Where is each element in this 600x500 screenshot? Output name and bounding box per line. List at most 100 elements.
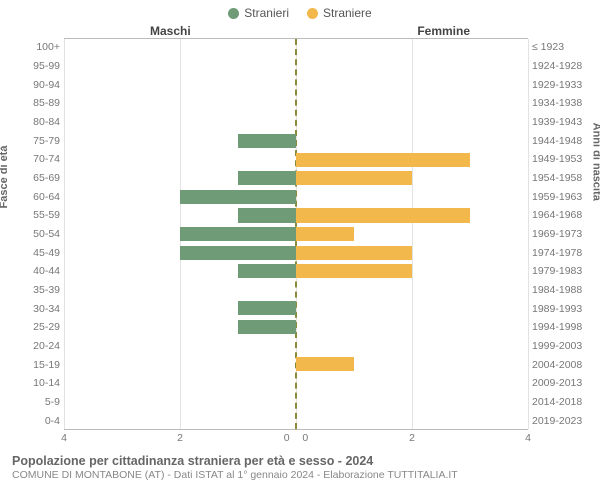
x-tick: 4	[525, 432, 531, 444]
bar-row	[64, 169, 528, 188]
y-tick-age: 90-94	[8, 75, 64, 94]
bar-male	[180, 227, 296, 241]
bar-row	[64, 392, 528, 411]
y-tick-age: 0-4	[8, 411, 64, 430]
y-tick-year: 2014-2018	[528, 393, 592, 412]
y-tick-year: 1969-1973	[528, 225, 592, 244]
y-tick-year: 1989-1993	[528, 299, 592, 318]
y-tick-age: 50-54	[8, 225, 64, 244]
bar-row	[64, 76, 528, 95]
bar-row	[64, 132, 528, 151]
plot	[64, 38, 528, 430]
y-tick-age: 65-69	[8, 169, 64, 188]
bar-female	[296, 264, 412, 278]
bar-row	[64, 225, 528, 244]
y-tick-year: ≤ 1923	[528, 38, 592, 57]
title-left: Maschi	[150, 24, 191, 38]
bar-row	[64, 113, 528, 132]
y-tick-age: 95-99	[8, 57, 64, 76]
y-tick-age: 20-24	[8, 337, 64, 356]
bar-male	[238, 208, 296, 222]
x-ticks: 4 2 00 2 4	[64, 432, 528, 446]
bar-row	[64, 243, 528, 262]
y-axis-label-left: Fasce di età	[0, 146, 10, 209]
bar-male	[238, 171, 296, 185]
y-tick-age: 45-49	[8, 243, 64, 262]
y-tick-year: 1934-1938	[528, 94, 592, 113]
chart-area: Fasce di età Anni di nascita 100+95-9990…	[0, 38, 600, 430]
y-tick-age: 5-9	[8, 393, 64, 412]
bar-female	[296, 246, 412, 260]
y-tick-age: 10-14	[8, 374, 64, 393]
bar-row	[64, 373, 528, 392]
y-tick-year: 1924-1928	[528, 57, 592, 76]
x-axis: 4 2 00 2 4	[0, 430, 600, 446]
bar-row	[64, 188, 528, 207]
y-tick-age: 85-89	[8, 94, 64, 113]
y-tick-year: 1929-1933	[528, 75, 592, 94]
legend: Stranieri Straniere	[0, 0, 600, 20]
y-tick-year: 1979-1983	[528, 262, 592, 281]
bar-male	[238, 134, 296, 148]
bar-row	[64, 299, 528, 318]
bar-row	[64, 150, 528, 169]
bar-male	[180, 190, 296, 204]
y-axis-label-right: Anni di nascita	[590, 123, 600, 201]
x-tick: 0	[284, 432, 290, 444]
bar-row	[64, 39, 528, 58]
y-tick-year: 1959-1963	[528, 187, 592, 206]
y-tick-age: 55-59	[8, 206, 64, 225]
y-tick-year: 2019-2023	[528, 411, 592, 430]
y-tick-year: 1974-1978	[528, 243, 592, 262]
y-tick-age: 35-39	[8, 281, 64, 300]
y-tick-age: 100+	[8, 38, 64, 57]
y-tick-year: 2009-2013	[528, 374, 592, 393]
y-tick-age: 15-19	[8, 355, 64, 374]
bar-female	[296, 227, 354, 241]
bar-row	[64, 58, 528, 77]
bar-row	[64, 336, 528, 355]
bar-rows	[64, 39, 528, 429]
y-tick-year: 1939-1943	[528, 113, 592, 132]
legend-swatch-female	[307, 8, 318, 19]
bar-female	[296, 153, 470, 167]
x-tick: 2	[409, 432, 415, 444]
y-tick-year: 1954-1958	[528, 169, 592, 188]
bar-row	[64, 281, 528, 300]
y-tick-age: 25-29	[8, 318, 64, 337]
y-axis-right: ≤ 19231924-19281929-19331934-19381939-19…	[528, 38, 592, 430]
y-tick-year: 1949-1953	[528, 150, 592, 169]
legend-item-male: Stranieri	[228, 6, 289, 20]
bar-female	[296, 357, 354, 371]
bar-male	[238, 320, 296, 334]
y-axis-left: 100+95-9990-9485-8980-8475-7970-7465-696…	[8, 38, 64, 430]
y-tick-age: 30-34	[8, 299, 64, 318]
legend-item-female: Straniere	[307, 6, 372, 20]
bar-row	[64, 318, 528, 337]
x-tick: 4	[61, 432, 67, 444]
y-tick-age: 60-64	[8, 187, 64, 206]
bar-male	[238, 264, 296, 278]
bar-female	[296, 171, 412, 185]
legend-label-female: Straniere	[323, 6, 372, 20]
footer-subtitle: COMUNE DI MONTABONE (AT) - Dati ISTAT al…	[0, 469, 600, 481]
y-tick-year: 1994-1998	[528, 318, 592, 337]
x-tick: 0	[302, 432, 308, 444]
title-right: Femmine	[417, 24, 470, 38]
y-tick-age: 80-84	[8, 113, 64, 132]
bar-male	[238, 301, 296, 315]
x-tick: 2	[177, 432, 183, 444]
y-tick-year: 1964-1968	[528, 206, 592, 225]
y-tick-age: 70-74	[8, 150, 64, 169]
y-tick-age: 75-79	[8, 131, 64, 150]
legend-label-male: Stranieri	[244, 6, 289, 20]
y-tick-year: 1944-1948	[528, 131, 592, 150]
legend-swatch-male	[228, 8, 239, 19]
y-tick-age: 40-44	[8, 262, 64, 281]
bar-female	[296, 208, 470, 222]
y-tick-year: 2004-2008	[528, 355, 592, 374]
y-tick-year: 1984-1988	[528, 281, 592, 300]
gridline	[528, 39, 529, 429]
bar-row	[64, 95, 528, 114]
bar-row	[64, 206, 528, 225]
